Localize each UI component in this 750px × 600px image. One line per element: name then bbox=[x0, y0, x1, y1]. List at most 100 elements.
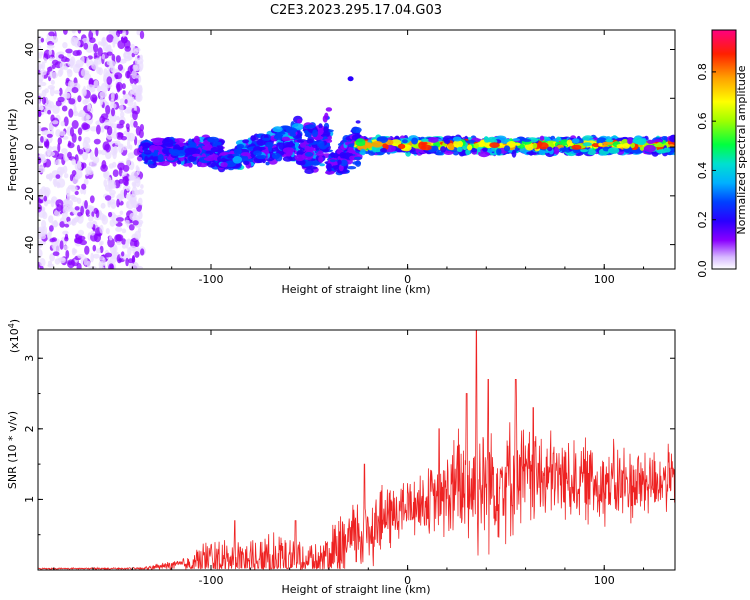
heatmap-blob bbox=[77, 30, 82, 34]
heatmap-blob bbox=[174, 138, 186, 143]
heatmap-blob bbox=[636, 138, 647, 146]
heatmap-blob bbox=[281, 136, 290, 142]
heatmap-blob bbox=[318, 123, 323, 129]
heatmap-blob bbox=[153, 149, 158, 157]
heatmap-blob bbox=[65, 250, 70, 259]
heatmap-blob bbox=[127, 100, 134, 107]
snr-series-line bbox=[38, 330, 675, 570]
heatmap-blob bbox=[242, 139, 250, 144]
heatmap-blob bbox=[104, 252, 113, 258]
heatmap-blob bbox=[140, 248, 145, 256]
heatmap-blob bbox=[317, 150, 324, 157]
heatmap-blob bbox=[339, 152, 346, 159]
heatmap-blob bbox=[582, 142, 592, 147]
heatmap-blob bbox=[123, 52, 127, 58]
heatmap-blob bbox=[74, 190, 79, 196]
heatmap-blob bbox=[70, 194, 76, 201]
heatmap-blob bbox=[92, 156, 100, 164]
heatmap-blob bbox=[106, 34, 114, 43]
heatmap-blob bbox=[140, 184, 144, 189]
heatmap-blob bbox=[57, 96, 65, 103]
heatmap-blob bbox=[93, 253, 100, 259]
heatmap-blob bbox=[631, 150, 644, 154]
heatmap-blob bbox=[44, 150, 50, 158]
heatmap-blob bbox=[243, 160, 250, 166]
heatmap-blob bbox=[61, 148, 68, 154]
heatmap-blob bbox=[119, 104, 124, 113]
heatmap-blob bbox=[371, 141, 383, 148]
heatmap-blob bbox=[43, 187, 51, 197]
heatmap-blob bbox=[59, 221, 66, 228]
heatmap-blob bbox=[110, 146, 117, 156]
heatmap-blob bbox=[49, 238, 56, 243]
heatmap-blob bbox=[112, 130, 118, 140]
snr-scale-exponent: 4 bbox=[7, 323, 16, 328]
heatmap-blob bbox=[112, 169, 119, 177]
heatmap-blob bbox=[45, 140, 50, 149]
heatmap-blob bbox=[62, 42, 68, 49]
heatmap-blob bbox=[134, 230, 141, 240]
heatmap-band-0 bbox=[38, 30, 146, 269]
heatmap-blob bbox=[347, 147, 355, 154]
heatmap-blob bbox=[115, 226, 123, 232]
heatmap-blob bbox=[452, 140, 464, 148]
heatmap-blob bbox=[99, 95, 104, 106]
heatmap-blob bbox=[77, 253, 85, 259]
heatmap-blob bbox=[137, 189, 144, 195]
heatmap-blob bbox=[100, 240, 104, 245]
heatmap-blob bbox=[108, 263, 115, 269]
heatmap-blob bbox=[522, 138, 532, 142]
heatmap-blob bbox=[466, 140, 477, 144]
heatmap-blob bbox=[134, 251, 140, 258]
heatmap-blob bbox=[571, 138, 580, 144]
heatmap-blob bbox=[116, 83, 121, 93]
heatmap-blob bbox=[128, 175, 137, 181]
heatmap-blob bbox=[108, 211, 113, 218]
heatmap-blob bbox=[65, 48, 73, 54]
heatmap-blob bbox=[93, 52, 98, 58]
heatmap-blob bbox=[48, 215, 54, 224]
heatmap-blob bbox=[71, 170, 77, 177]
heatmap-blob bbox=[139, 30, 145, 40]
heatmap-blob bbox=[83, 136, 91, 144]
heatmap-blob bbox=[111, 107, 115, 117]
heatmap-blob bbox=[320, 133, 330, 138]
heatmap-blob bbox=[193, 135, 200, 144]
heatmap-blob bbox=[64, 223, 70, 228]
heatmap-blob bbox=[66, 68, 72, 74]
heatmap-blob bbox=[300, 142, 306, 148]
heatmap-blob bbox=[76, 262, 82, 269]
heatmap-blob bbox=[131, 255, 136, 264]
heatmap-blob bbox=[43, 195, 48, 202]
heatmap-blob bbox=[38, 248, 43, 258]
heatmap-blob bbox=[69, 127, 75, 137]
heatmap-blob bbox=[39, 266, 44, 269]
heatmap-blob bbox=[85, 143, 91, 153]
heatmap-blob bbox=[312, 129, 318, 138]
heatmap-blob bbox=[669, 134, 675, 143]
heatmap-blob bbox=[515, 142, 521, 146]
heatmap-blob bbox=[125, 257, 129, 267]
heatmap-blob bbox=[274, 131, 286, 135]
heatmap-blob bbox=[83, 42, 89, 50]
heatmap-blob bbox=[114, 72, 123, 80]
heatmap-blob bbox=[261, 137, 271, 141]
heatmap-blob bbox=[220, 162, 228, 168]
heatmap-blob bbox=[38, 51, 44, 56]
heatmap-blob bbox=[63, 219, 67, 224]
heatmap-blob bbox=[560, 139, 569, 146]
x-tick-label: 0 bbox=[404, 273, 411, 286]
heatmap-band-2 bbox=[215, 115, 304, 173]
colorbar-label: Normalized spectral amplitude bbox=[735, 65, 748, 234]
colorbar-ticks: 0.0 0.2 0.4 0.6 0.8 bbox=[696, 63, 716, 278]
heatmap-blob bbox=[415, 147, 420, 154]
heatmap-blob bbox=[86, 221, 94, 229]
heatmap-blob bbox=[57, 142, 61, 153]
heatmap-blob bbox=[390, 139, 402, 147]
heatmap-blob bbox=[48, 31, 55, 37]
heatmap-blob bbox=[432, 145, 439, 152]
heatmap-blob bbox=[112, 37, 116, 48]
heatmap-blob bbox=[64, 236, 69, 242]
heatmap-blob bbox=[99, 224, 104, 234]
